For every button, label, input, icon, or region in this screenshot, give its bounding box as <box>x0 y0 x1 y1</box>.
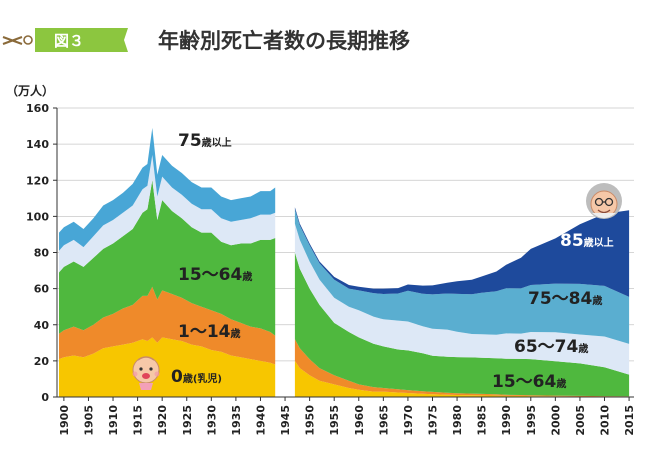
x-tick-label-1915: 1915 <box>132 405 145 436</box>
x-tick-label-2005: 2005 <box>574 405 587 436</box>
x-axis-ticks: 1900 1905 1910 1915 1920 1925 1930 1935 1940 1945… <box>58 397 636 436</box>
prewar-area-3 <box>59 155 276 273</box>
x-tick-label-1905: 1905 <box>82 405 95 436</box>
x-tick-label-1975: 1975 <box>426 405 439 436</box>
prewar-area-2 <box>59 180 276 336</box>
series-labels: 75歳以上 15〜64歳 1〜14歳 0歳(乳児) 85歳以上 75〜84歳 6… <box>171 131 614 392</box>
label-age75-84: 75〜84歳 <box>528 289 602 309</box>
x-tick-label-1930: 1930 <box>205 405 218 436</box>
postwar-area-0 <box>294 360 630 397</box>
prewar-area-1 <box>59 286 276 365</box>
stacked-areas <box>59 127 630 397</box>
x-tick-label-1950: 1950 <box>304 405 317 436</box>
x-tick-label-1980: 1980 <box>451 405 464 436</box>
x-tick-label-1990: 1990 <box>500 405 513 436</box>
prewar-area-0 <box>59 337 276 397</box>
label-age15-64-postwar: 15〜64歳 <box>492 372 566 392</box>
label-age75plus: 75歳以上 <box>178 131 232 151</box>
label-age65-74: 65〜74歳 <box>514 337 588 357</box>
x-tick-label-2015: 2015 <box>623 405 636 436</box>
x-tick-label-1970: 1970 <box>402 405 415 436</box>
y-axis-unit: （万人） <box>6 83 54 98</box>
label-age85plus: 85歳以上 <box>560 231 614 251</box>
postwar-area-4 <box>294 209 630 344</box>
x-tick-label-1940: 1940 <box>254 405 267 436</box>
postwar-area-3 <box>294 223 630 375</box>
y-tick-label-60: 60 <box>34 283 50 296</box>
x-tick-label-1985: 1985 <box>476 405 489 436</box>
header: 図３ 年齢別死亡者数の長期推移 <box>2 28 410 53</box>
baby-icon <box>132 356 160 390</box>
figure-badge <box>35 28 128 52</box>
arrow-icon <box>2 35 33 45</box>
x-tick-label-1955: 1955 <box>328 405 341 436</box>
x-tick-label-1935: 1935 <box>230 405 243 436</box>
x-tick-label-1900: 1900 <box>58 405 71 436</box>
label-age15-64-prewar: 15〜64歳 <box>178 265 252 285</box>
x-tick-label-2010: 2010 <box>599 405 612 436</box>
x-tick-label-1945: 1945 <box>279 405 292 436</box>
postwar-area-2 <box>294 252 630 397</box>
x-tick-label-1925: 1925 <box>181 405 194 436</box>
y-tick-label-160: 160 <box>26 102 49 115</box>
figure-badge-label: 図３ <box>54 32 84 50</box>
y-tick-label-80: 80 <box>34 247 50 260</box>
prewar-area-4 <box>59 127 276 251</box>
x-tick-label-1965: 1965 <box>377 405 390 436</box>
y-tick-label-140: 140 <box>26 138 49 151</box>
x-tick-label-2000: 2000 <box>549 405 562 436</box>
y-tick-label-100: 100 <box>26 210 49 223</box>
y-tick-label-120: 120 <box>26 174 49 187</box>
label-age0: 0歳(乳児) <box>171 367 222 387</box>
x-tick-label-1995: 1995 <box>525 405 538 436</box>
x-tick-label-1960: 1960 <box>353 405 366 436</box>
x-tick-label-1910: 1910 <box>107 405 120 436</box>
y-tick-label-20: 20 <box>34 355 50 368</box>
postwar-area-5 <box>294 207 630 297</box>
elderly-man-icon <box>586 183 622 219</box>
chart-title: 年齢別死亡者数の長期推移 <box>158 29 410 53</box>
y-tick-label-0: 0 <box>41 391 49 404</box>
y-tick-label-40: 40 <box>34 319 50 332</box>
x-tick-label-1920: 1920 <box>156 405 169 436</box>
label-age1-14: 1〜14歳 <box>178 322 241 342</box>
y-axis-ticks: 0 20 40 60 80 100 120 140 160 <box>26 102 57 404</box>
